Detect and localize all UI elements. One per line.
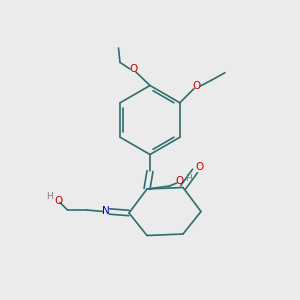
Text: O: O [54, 196, 63, 206]
Text: H: H [186, 174, 192, 183]
Text: H: H [46, 192, 53, 201]
Text: N: N [102, 206, 110, 217]
Text: O: O [176, 176, 184, 187]
Text: O: O [192, 81, 200, 91]
Text: O: O [195, 161, 204, 172]
Text: O: O [129, 64, 138, 74]
